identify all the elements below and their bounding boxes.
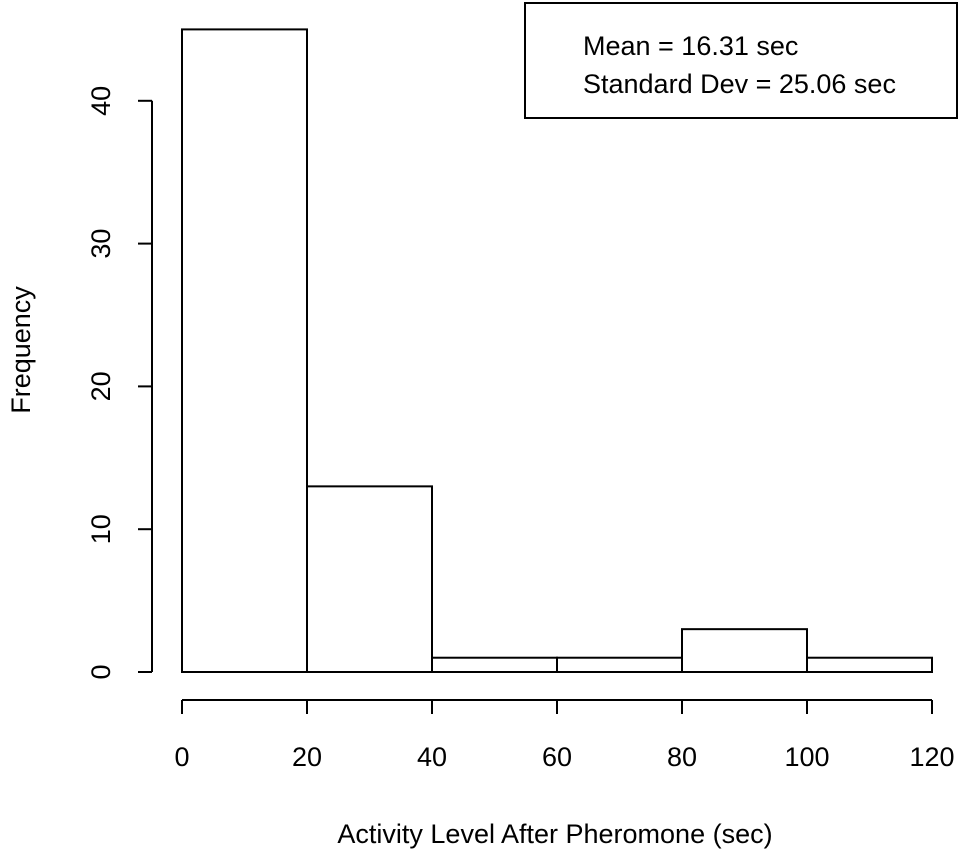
- legend-line-mean: Mean = 16.31 sec: [583, 31, 798, 61]
- y-axis-title: Frequency: [6, 286, 36, 414]
- x-tick-label: 80: [667, 742, 697, 772]
- y-tick-label: 0: [86, 664, 116, 679]
- legend: Mean = 16.31 sec Standard Dev = 25.06 se…: [524, 2, 958, 119]
- x-tick-label: 0: [174, 742, 189, 772]
- histogram-bars: [181, 28, 933, 673]
- legend-box: [524, 2, 958, 119]
- histogram-bar: [681, 628, 808, 673]
- x-tick-label: 120: [909, 742, 954, 772]
- x-axis-title: Activity Level After Pheromone (sec): [337, 819, 772, 849]
- y-tick-label: 40: [86, 86, 116, 116]
- histogram-bar: [556, 656, 683, 673]
- histogram-bar: [181, 28, 308, 673]
- legend-line-sd: Standard Dev = 25.06 sec: [583, 69, 896, 99]
- y-tick-label: 30: [86, 229, 116, 259]
- x-tick-label: 60: [542, 742, 572, 772]
- histogram-bar: [306, 485, 433, 673]
- y-tick-label: 20: [86, 371, 116, 401]
- y-tick-label: 10: [86, 514, 116, 544]
- x-tick-label: 20: [292, 742, 322, 772]
- histogram-bar: [806, 656, 933, 673]
- x-tick-label: 100: [784, 742, 829, 772]
- histogram-bar: [431, 656, 558, 673]
- x-tick-label: 40: [417, 742, 447, 772]
- y-axis: 0 10 20 30 40: [86, 86, 153, 680]
- x-axis: 0 20 40 60 80 100 120: [174, 699, 955, 772]
